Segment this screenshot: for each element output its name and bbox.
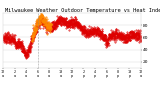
Text: Milwaukee Weather Outdoor Temperature vs Heat Index per Minute (24 Hours): Milwaukee Weather Outdoor Temperature vs… xyxy=(5,7,160,13)
